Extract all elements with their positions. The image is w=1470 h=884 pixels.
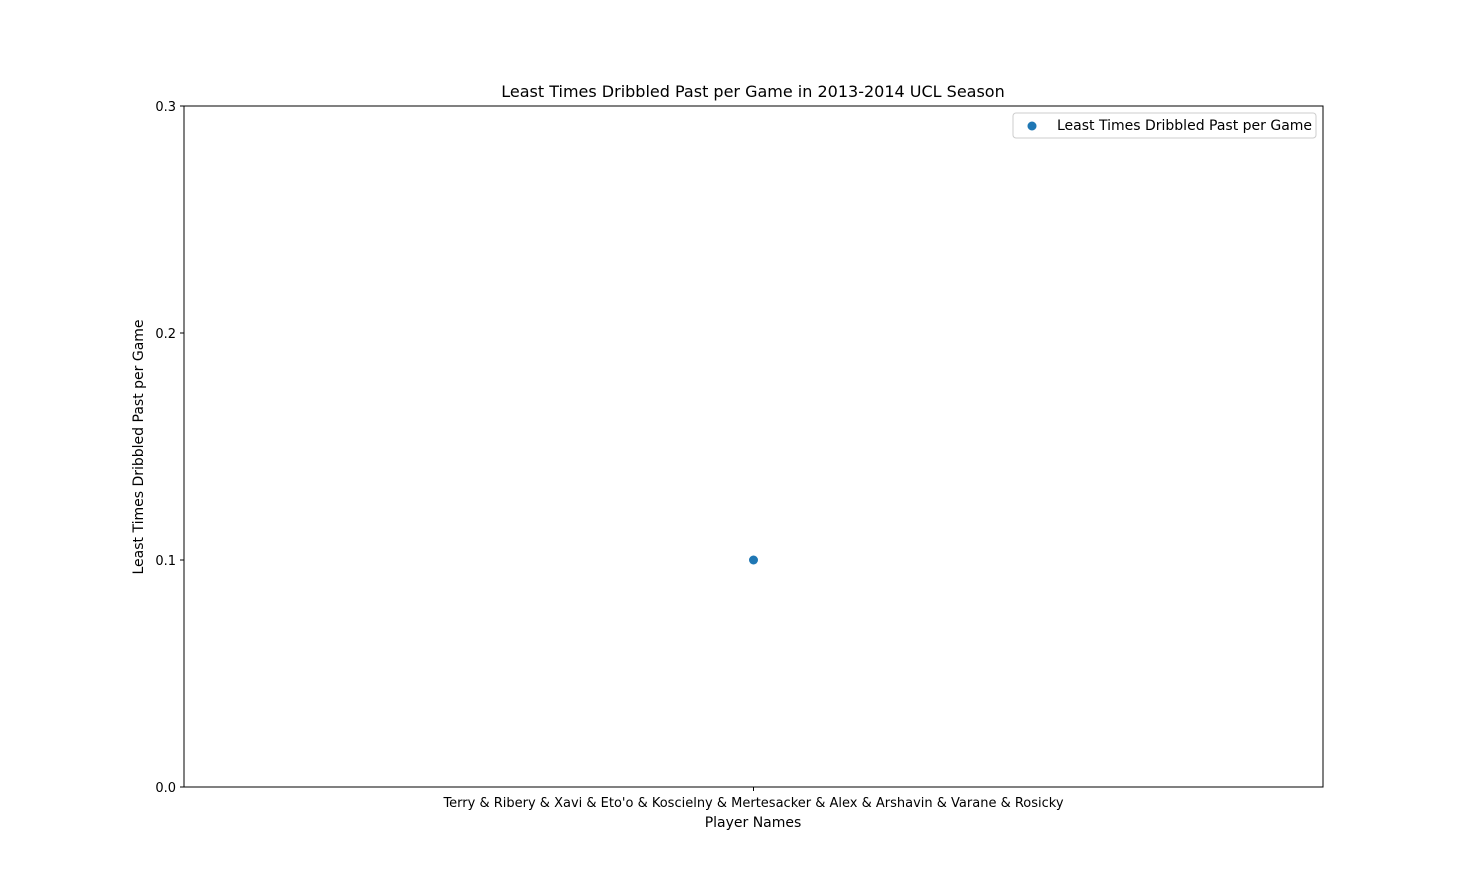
data-points — [749, 555, 758, 565]
y-tick-label: 0.1 — [155, 554, 176, 569]
x-tick-label: Terry & Ribery & Xavi & Eto'o & Koscieln… — [442, 796, 1063, 811]
y-axis-label: Least Times Dribbled Past per Game — [131, 319, 147, 574]
plot-area-frame — [183, 105, 1324, 788]
y-tick-label: 0.2 — [155, 327, 176, 342]
y-tick-label: 0.0 — [155, 781, 176, 796]
chart-title: Least Times Dribbled Past per Game in 20… — [501, 82, 1004, 101]
x-axis-label: Player Names — [705, 815, 802, 831]
data-point — [749, 555, 758, 565]
y-tick-label: 0.3 — [155, 100, 176, 115]
x-axis-ticks: Terry & Ribery & Xavi & Eto'o & Koscieln… — [442, 787, 1064, 811]
legend-label: Least Times Dribbled Past per Game — [1057, 118, 1312, 134]
legend-marker-icon — [1027, 121, 1037, 131]
legend: Least Times Dribbled Past per Game — [1012, 112, 1317, 139]
y-axis-ticks: 0.0 0.1 0.2 0.3 — [155, 100, 184, 796]
legend-box — [1012, 112, 1317, 139]
